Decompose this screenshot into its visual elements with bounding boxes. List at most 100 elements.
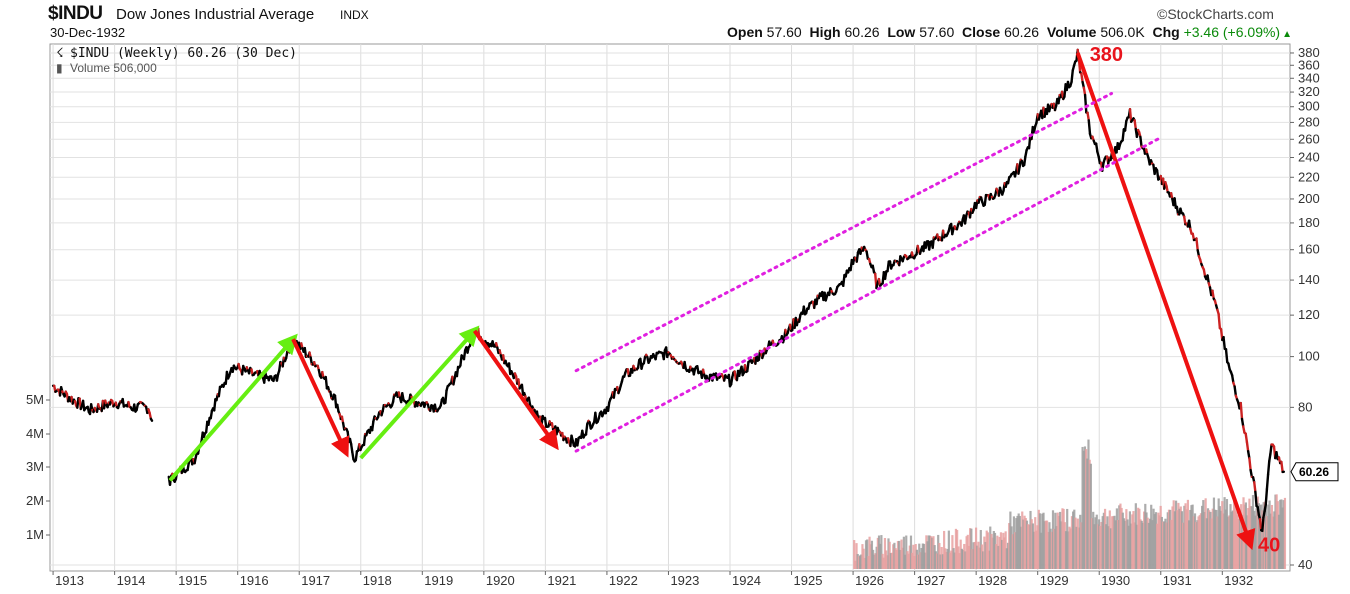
volume-bar xyxy=(1037,509,1040,569)
volume-bar xyxy=(1273,511,1276,569)
volume-bar xyxy=(1125,509,1128,569)
volume-bar xyxy=(1173,511,1176,569)
brand-name: StockCharts.com xyxy=(1167,6,1274,22)
volume-bar xyxy=(926,541,929,569)
volume-bar xyxy=(1159,505,1162,569)
price-segment xyxy=(1087,119,1092,136)
price-segment xyxy=(729,375,734,386)
y-tick-label: 220 xyxy=(1298,169,1320,184)
volume-bar xyxy=(1199,513,1203,569)
volume-bar xyxy=(934,551,937,569)
volume-bar xyxy=(1012,516,1016,569)
exchange-label: INDX xyxy=(340,8,369,22)
volume-bar xyxy=(1255,508,1258,569)
price-segment xyxy=(1175,205,1180,216)
volume-bar xyxy=(952,548,955,569)
volume-bar xyxy=(876,537,879,569)
volume-bar xyxy=(1190,505,1193,569)
volume-bar xyxy=(1058,511,1062,569)
brand-logo[interactable]: ©StockCharts.com xyxy=(1157,6,1274,22)
price-segment xyxy=(217,385,222,398)
volume-bar xyxy=(1143,511,1146,569)
volume-bar xyxy=(1201,505,1204,569)
volume-bar xyxy=(1232,495,1236,569)
y-tick-label: 100 xyxy=(1298,349,1320,364)
volume-tick-label: 2M xyxy=(26,493,44,508)
volume-bar xyxy=(894,548,897,569)
volume-bar xyxy=(965,536,968,569)
volume-bar xyxy=(902,536,905,569)
price-segment xyxy=(865,250,870,260)
volume-bar xyxy=(959,539,962,569)
up-triangle-icon: ▲ xyxy=(1282,29,1292,40)
volume-bar xyxy=(1036,525,1039,569)
volume-bar xyxy=(1144,503,1147,569)
volume-bar xyxy=(1160,516,1163,569)
price-segment xyxy=(1265,473,1270,491)
volume-bar xyxy=(1126,519,1129,569)
price-segment xyxy=(1195,237,1199,252)
volume-bar xyxy=(888,541,891,569)
volume-bar xyxy=(1014,532,1017,569)
volume-bar xyxy=(1085,449,1088,569)
volume-bar xyxy=(861,544,864,569)
price-segment xyxy=(1222,335,1226,350)
price-segment xyxy=(354,450,359,462)
price-segment xyxy=(149,417,154,422)
price-segment xyxy=(1233,385,1238,397)
ticker-symbol[interactable]: $INDU xyxy=(48,3,103,24)
volume-bar xyxy=(1218,506,1221,569)
quote-date: 30-Dec-1932 xyxy=(50,25,126,40)
volume-bar xyxy=(1262,502,1265,569)
volume-bar xyxy=(1180,511,1184,569)
volume-bar xyxy=(1077,527,1081,569)
volume-bar xyxy=(862,548,865,569)
volume-bar xyxy=(1075,526,1078,569)
volume-bar xyxy=(1102,512,1105,569)
legend-volume: Volume 506,000 xyxy=(70,61,157,75)
volume-bar xyxy=(886,555,889,569)
volume-bar xyxy=(1038,513,1042,569)
annotations: 380 40 xyxy=(168,44,1280,556)
price-segment xyxy=(1268,452,1272,463)
price-segment xyxy=(1182,215,1187,226)
volume-bar xyxy=(1274,494,1277,569)
volume-bar xyxy=(1086,458,1089,569)
volume-bar xyxy=(1187,520,1191,569)
volume-bar xyxy=(961,550,965,569)
trend-channel-line xyxy=(574,136,1163,453)
volume-bar xyxy=(1105,524,1108,569)
volume-bar xyxy=(1031,523,1034,569)
volume-bar xyxy=(1148,518,1152,569)
volume-bar xyxy=(1161,521,1165,569)
volume-bar xyxy=(1266,516,1269,569)
volume-bar xyxy=(964,551,967,569)
volume-bar xyxy=(973,541,976,569)
volume-label: Volume xyxy=(1046,24,1097,40)
volume-bar xyxy=(1191,504,1194,569)
volume-bar xyxy=(873,554,876,569)
price-segment xyxy=(584,423,589,436)
volume-bar xyxy=(1099,525,1102,569)
volume-bar xyxy=(1044,520,1047,569)
x-tick-label: 1915 xyxy=(178,573,207,588)
legend-price: $INDU (Weekly) 60.26 (30 Dec) xyxy=(70,46,297,61)
volume-bar xyxy=(1027,524,1030,569)
volume-bar xyxy=(945,551,948,569)
volume-bar xyxy=(1153,514,1156,569)
price-segment xyxy=(1240,417,1245,428)
volume-bar xyxy=(1100,521,1103,569)
volume-bar xyxy=(1048,522,1051,569)
volume-bar xyxy=(996,535,999,569)
price-segment xyxy=(1086,111,1090,122)
volume-bar xyxy=(1024,518,1027,569)
volume-bar xyxy=(1068,526,1071,569)
price-segment xyxy=(1070,69,1074,84)
y-tick-label: 120 xyxy=(1298,307,1320,322)
volume-bar xyxy=(1275,494,1278,569)
price-segment xyxy=(1094,142,1099,153)
volume-bar xyxy=(944,548,947,569)
volume-bar xyxy=(1254,515,1257,569)
volume-bar xyxy=(997,545,1000,569)
